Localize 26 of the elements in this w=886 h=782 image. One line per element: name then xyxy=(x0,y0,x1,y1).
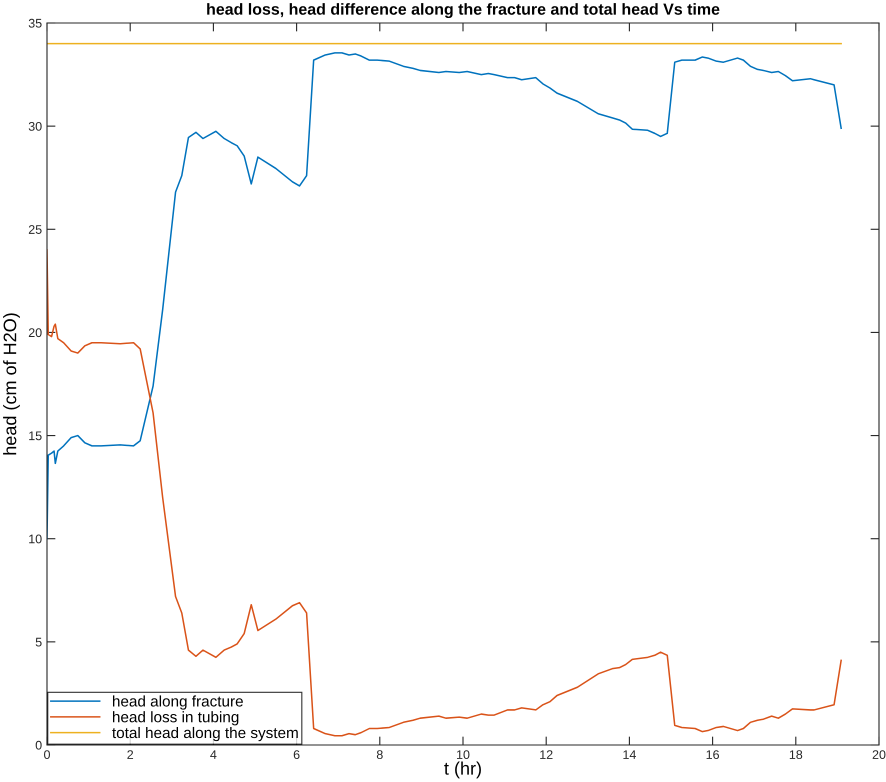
x-axis-title: t (hr) xyxy=(444,762,481,778)
y-tick-label: 5 xyxy=(36,638,42,647)
x-tick-label: 18 xyxy=(790,750,802,760)
y-tick-label: 10 xyxy=(29,534,42,544)
y-tick-label: 0 xyxy=(36,740,42,750)
legend-label: head along fracture xyxy=(112,695,243,710)
x-tick-label: 8 xyxy=(376,750,383,760)
y-axis-title: head (cm of H2O) xyxy=(3,313,20,454)
x-tick-label: 16 xyxy=(706,750,720,760)
y-tick-label: 15 xyxy=(29,432,42,440)
x-tick-label: 0 xyxy=(44,750,50,760)
x-tick-label: 6 xyxy=(294,750,300,760)
legend-label: total head along the system xyxy=(112,726,298,742)
y-tick-label: 25 xyxy=(28,225,42,234)
x-tick-label: 12 xyxy=(540,750,553,759)
legend-label: head loss in tubing xyxy=(112,711,238,726)
line-series xyxy=(47,52,842,540)
x-tick-label: 20 xyxy=(872,750,886,760)
y-tick-label: 30 xyxy=(28,122,42,131)
y-tick-label: 20 xyxy=(28,328,42,338)
x-tick-label: 14 xyxy=(623,750,636,759)
chart-title: head loss, head difference along the fracture and total head Vs time xyxy=(207,3,720,18)
x-tick-label: 4 xyxy=(210,750,217,759)
x-tick-label: 10 xyxy=(457,750,470,760)
x-tick-label: 2 xyxy=(127,750,134,759)
y-tick-label: 35 xyxy=(28,18,42,28)
